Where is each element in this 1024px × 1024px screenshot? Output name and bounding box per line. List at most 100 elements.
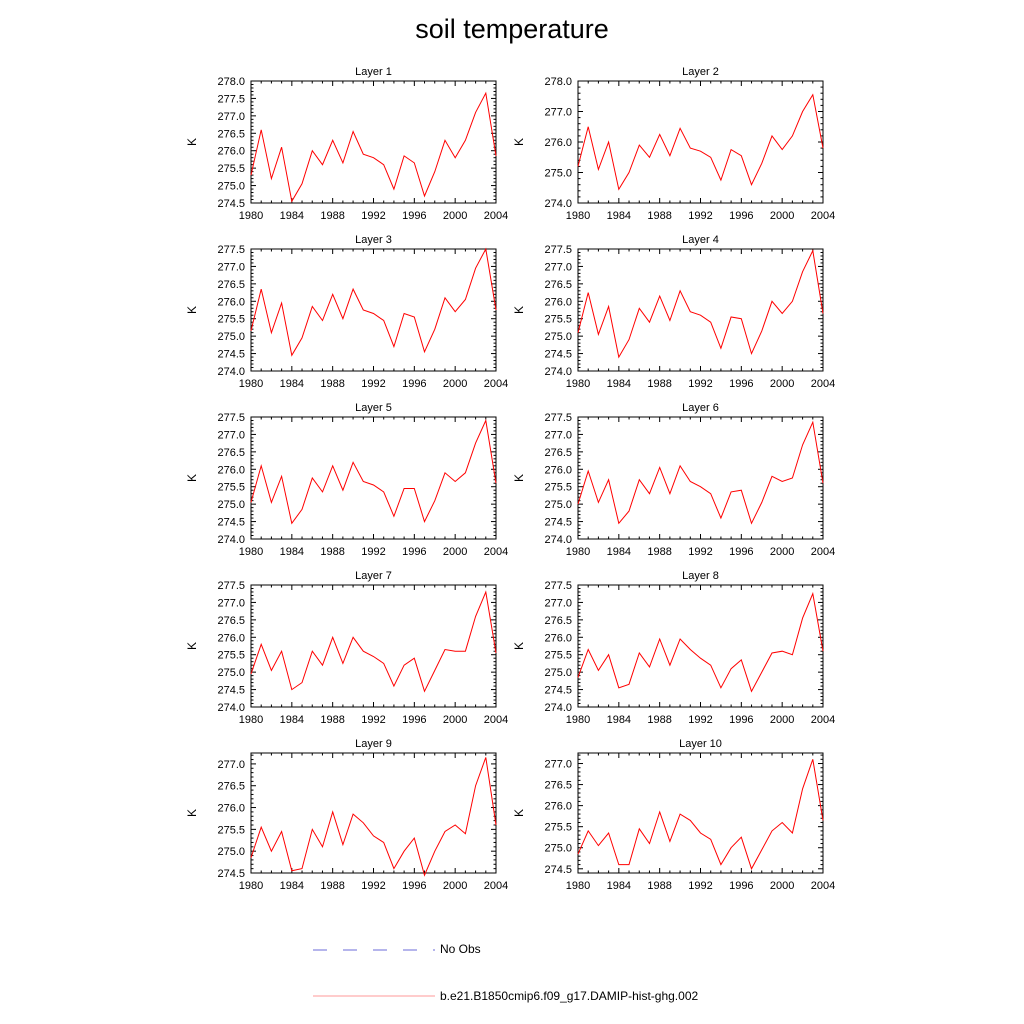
y-tick-label-layer-3: 275.0 — [217, 331, 245, 343]
y-tick-label-layer-1: 278.0 — [217, 76, 245, 88]
x-tick-label-layer-7: 1988 — [320, 714, 344, 726]
y-tick-label-layer-8: 277.0 — [544, 597, 572, 609]
y-tick-label-layer-5: 277.0 — [217, 429, 245, 441]
x-tick-label-layer-6: 1988 — [647, 546, 671, 558]
y-tick-label-layer-8: 275.5 — [544, 650, 572, 662]
plot-frame-layer-1 — [250, 80, 497, 204]
y-tick-label-layer-6: 277.0 — [544, 429, 572, 441]
y-axis-label-layer-5: K — [185, 474, 199, 482]
series-line-layer-4 — [577, 249, 824, 359]
x-tick-label-layer-1: 1996 — [402, 210, 426, 222]
y-axis-label-layer-2: K — [512, 138, 526, 146]
x-tick-label-layer-9: 2000 — [443, 880, 467, 892]
series-line-layer-10 — [577, 759, 824, 871]
x-tick-label-layer-3: 1980 — [239, 378, 263, 390]
x-tick-label-layer-2: 1992 — [688, 210, 712, 222]
y-tick-label-layer-9: 276.0 — [217, 803, 245, 815]
y-tick-label-layer-3: 276.0 — [217, 296, 245, 308]
plot-frame-layer-3 — [250, 248, 497, 372]
panel-title-layer-9: Layer 9 — [355, 738, 392, 750]
y-tick-label-layer-2: 275.0 — [544, 168, 572, 180]
x-tick-label-layer-1: 2000 — [443, 210, 467, 222]
y-tick-label-layer-5: 275.5 — [217, 482, 245, 494]
y-tick-label-layer-1: 274.5 — [217, 198, 245, 210]
y-tick-label-layer-3: 274.5 — [217, 349, 245, 361]
y-tick-label-layer-4: 276.0 — [544, 296, 572, 308]
x-tick-label-layer-4: 1988 — [647, 378, 671, 390]
y-tick-label-layer-9: 275.0 — [217, 846, 245, 858]
y-tick-label-layer-8: 274.0 — [544, 702, 572, 714]
series-line-layer-9 — [250, 757, 497, 877]
x-tick-label-layer-2: 1984 — [607, 210, 631, 222]
y-tick-label-layer-8: 274.5 — [544, 685, 572, 697]
x-tick-label-layer-8: 2000 — [770, 714, 794, 726]
y-tick-label-layer-3: 275.5 — [217, 314, 245, 326]
y-tick-label-layer-5: 275.0 — [217, 499, 245, 511]
y-tick-label-layer-6: 277.5 — [544, 412, 572, 424]
x-tick-label-layer-8: 1992 — [688, 714, 712, 726]
y-tick-label-layer-8: 275.0 — [544, 667, 572, 679]
x-tick-label-layer-6: 1980 — [566, 546, 590, 558]
y-tick-label-layer-8: 276.5 — [544, 615, 572, 627]
panel-title-layer-8: Layer 8 — [682, 570, 719, 582]
x-tick-label-layer-1: 1988 — [320, 210, 344, 222]
x-tick-label-layer-2: 2004 — [811, 210, 835, 222]
y-axis-label-layer-6: K — [512, 474, 526, 482]
y-tick-label-layer-7: 274.0 — [217, 702, 245, 714]
y-tick-label-layer-2: 277.0 — [544, 107, 572, 119]
x-tick-label-layer-9: 1988 — [320, 880, 344, 892]
y-tick-label-layer-10: 275.5 — [544, 822, 572, 834]
series-line-layer-3 — [250, 247, 497, 357]
x-tick-label-layer-2: 1996 — [729, 210, 753, 222]
y-tick-label-layer-3: 277.5 — [217, 244, 245, 256]
x-tick-label-layer-2: 1980 — [566, 210, 590, 222]
y-tick-label-layer-5: 274.0 — [217, 534, 245, 546]
y-tick-label-layer-7: 276.5 — [217, 615, 245, 627]
x-tick-label-layer-9: 1992 — [361, 880, 385, 892]
x-tick-label-layer-3: 1988 — [320, 378, 344, 390]
x-tick-label-layer-3: 1996 — [402, 378, 426, 390]
y-tick-label-layer-6: 275.0 — [544, 499, 572, 511]
plot-frame-layer-8 — [577, 584, 824, 708]
y-tick-label-layer-5: 277.5 — [217, 412, 245, 424]
series-line-layer-2 — [577, 93, 824, 191]
plot-frame-layer-4 — [577, 248, 824, 372]
x-tick-label-layer-8: 1984 — [607, 714, 631, 726]
y-tick-label-layer-2: 276.0 — [544, 137, 572, 149]
x-tick-label-layer-4: 1980 — [566, 378, 590, 390]
panel-title-layer-6: Layer 6 — [682, 402, 719, 414]
y-tick-label-layer-10: 276.5 — [544, 780, 572, 792]
y-axis-label-layer-8: K — [512, 642, 526, 650]
x-tick-label-layer-3: 1992 — [361, 378, 385, 390]
x-tick-label-layer-8: 1980 — [566, 714, 590, 726]
y-tick-label-layer-8: 276.0 — [544, 632, 572, 644]
y-tick-label-layer-1: 277.0 — [217, 111, 245, 123]
y-tick-label-layer-7: 276.0 — [217, 632, 245, 644]
x-tick-label-layer-6: 1996 — [729, 546, 753, 558]
x-tick-label-layer-1: 1984 — [280, 210, 304, 222]
y-tick-label-layer-6: 276.5 — [544, 447, 572, 459]
y-tick-label-layer-3: 274.0 — [217, 366, 245, 378]
series-line-layer-8 — [577, 591, 824, 693]
panel-title-layer-2: Layer 2 — [682, 66, 719, 78]
y-tick-label-layer-5: 276.5 — [217, 447, 245, 459]
series-line-layer-1 — [250, 91, 497, 203]
y-axis-label-layer-3: K — [185, 306, 199, 314]
x-tick-label-layer-4: 2004 — [811, 378, 835, 390]
x-tick-label-layer-7: 1996 — [402, 714, 426, 726]
y-tick-label-layer-4: 277.0 — [544, 261, 572, 273]
y-tick-label-layer-9: 276.5 — [217, 781, 245, 793]
y-tick-label-layer-4: 275.0 — [544, 331, 572, 343]
x-tick-label-layer-7: 1980 — [239, 714, 263, 726]
y-tick-label-layer-4: 277.5 — [544, 244, 572, 256]
series-line-layer-5 — [250, 418, 497, 525]
series-line-layer-7 — [250, 590, 497, 693]
x-tick-label-layer-10: 1996 — [729, 880, 753, 892]
x-tick-label-layer-1: 1980 — [239, 210, 263, 222]
y-tick-label-layer-6: 275.5 — [544, 482, 572, 494]
panel-title-layer-3: Layer 3 — [355, 234, 392, 246]
y-tick-label-layer-5: 276.0 — [217, 464, 245, 476]
y-tick-label-layer-9: 274.5 — [217, 868, 245, 880]
x-tick-label-layer-10: 2000 — [770, 880, 794, 892]
y-tick-label-layer-2: 278.0 — [544, 76, 572, 88]
